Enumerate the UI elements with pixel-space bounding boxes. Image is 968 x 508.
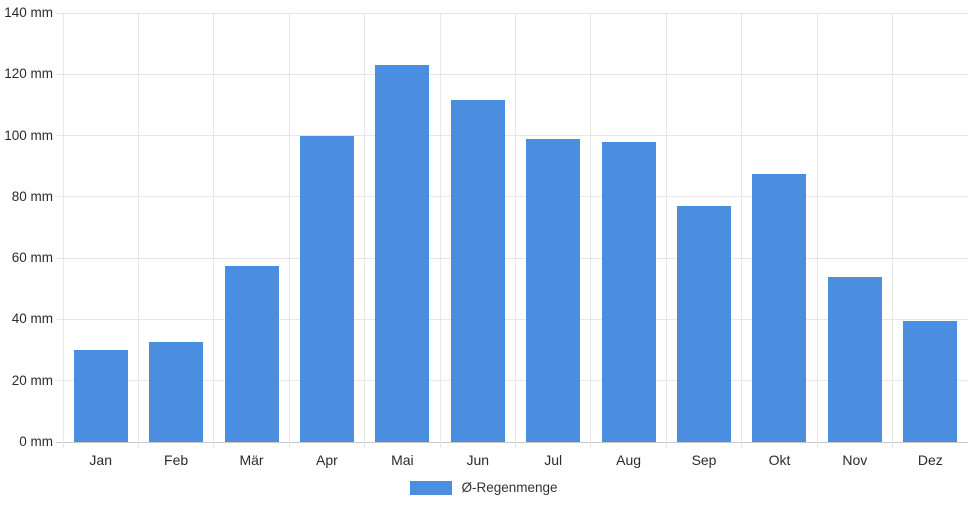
- x-tick-label-Nov: Nov: [842, 452, 868, 468]
- x-tick-label-Mär: Mär: [239, 452, 264, 468]
- gridline-40mm: [56, 318, 968, 320]
- y-tick-label-40: 40 mm: [11, 311, 53, 327]
- bar-Mai[interactable]: [375, 65, 430, 442]
- y-tick-label-60: 60 mm: [11, 250, 53, 266]
- gridline-120mm: [56, 73, 968, 75]
- category-separator-8: [665, 13, 667, 448]
- x-tick-label-Dez: Dez: [917, 452, 943, 468]
- x-tick-label-Okt: Okt: [768, 452, 791, 468]
- gridline-140mm: [56, 12, 968, 14]
- category-separator-0: [62, 13, 64, 448]
- bar-Feb[interactable]: [149, 342, 204, 442]
- category-separator-1: [137, 13, 139, 448]
- bar-Jun[interactable]: [450, 100, 505, 442]
- x-tick-label-Aug: Aug: [616, 452, 642, 468]
- x-tick-label-Mai: Mai: [391, 452, 414, 468]
- category-separator-11: [892, 13, 894, 448]
- y-tick-label-0: 0 mm: [19, 434, 53, 449]
- x-tick-label-Jun: Jun: [466, 452, 490, 468]
- y-tick-label-80: 80 mm: [11, 188, 53, 204]
- category-separator-2: [213, 13, 215, 448]
- bar-Dez[interactable]: [903, 320, 958, 442]
- bar-Jan[interactable]: [73, 350, 128, 442]
- category-separator-9: [741, 13, 743, 448]
- bar-Apr[interactable]: [299, 135, 354, 442]
- x-tick-label-Feb: Feb: [164, 452, 189, 468]
- y-tick-label-20: 20 mm: [11, 372, 53, 388]
- category-separator-10: [816, 13, 818, 448]
- gridline-80mm: [56, 196, 968, 198]
- bar-Mär[interactable]: [224, 265, 279, 442]
- gridline-0mm: [56, 441, 968, 443]
- gridline-60mm: [56, 257, 968, 259]
- x-tick-label-Apr: Apr: [316, 452, 338, 468]
- x-tick-label-Sep: Sep: [691, 452, 717, 468]
- gridline-100mm: [56, 135, 968, 137]
- bar-Sep[interactable]: [677, 206, 732, 442]
- category-separator-6: [515, 13, 516, 448]
- bar-Nov[interactable]: [827, 276, 882, 442]
- category-separator-5: [439, 13, 441, 448]
- bar-Jul[interactable]: [526, 138, 581, 442]
- category-separator-7: [590, 13, 592, 448]
- category-separator-3: [288, 13, 290, 448]
- category-separator-4: [364, 13, 366, 448]
- legend-swatch-icon: [410, 480, 453, 495]
- bar-Okt[interactable]: [752, 173, 807, 442]
- legend[interactable]: Ø-Regenmenge: [0, 480, 968, 495]
- x-tick-label-Jul: Jul: [544, 452, 563, 468]
- gridline-20mm: [56, 380, 968, 382]
- y-tick-label-100: 100 mm: [4, 127, 53, 143]
- x-tick-label-Jan: Jan: [89, 452, 112, 468]
- legend-label: Ø-Regenmenge: [461, 480, 558, 495]
- y-tick-label-120: 120 mm: [4, 66, 53, 82]
- bar-Aug[interactable]: [601, 141, 656, 442]
- y-tick-label-140: 140 mm: [4, 5, 53, 20]
